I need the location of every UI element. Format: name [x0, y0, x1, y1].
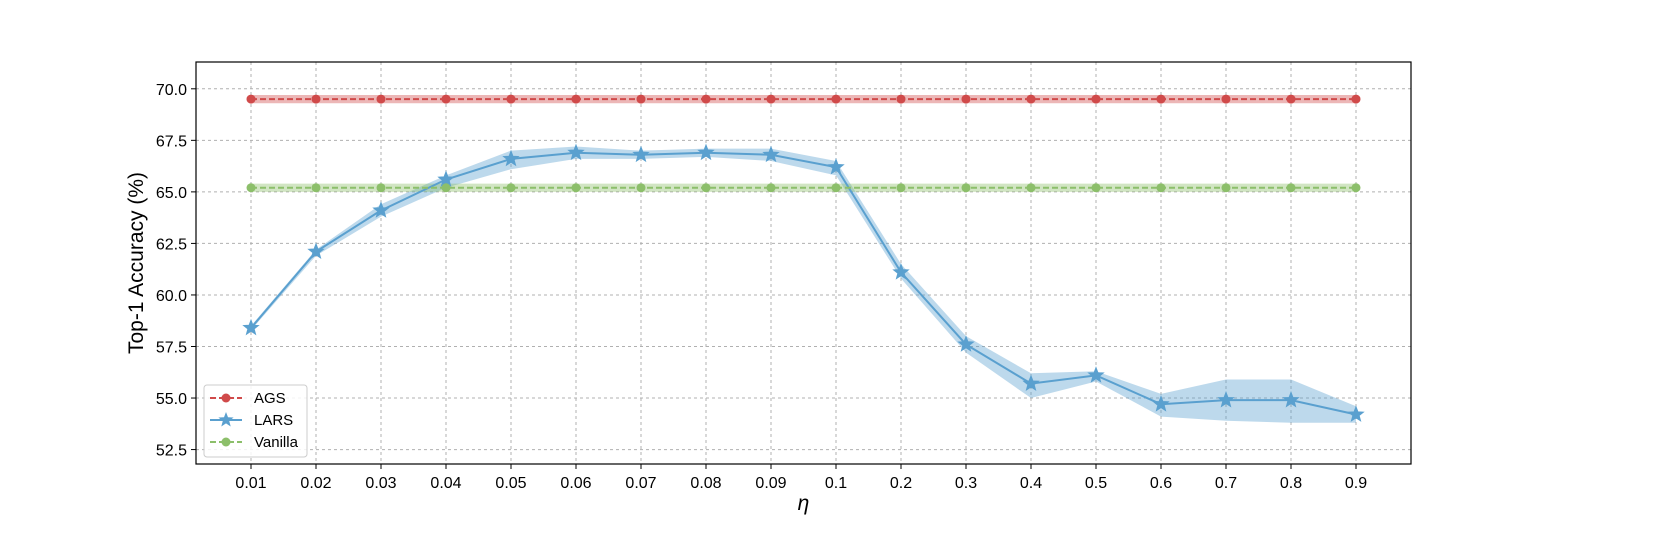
x-tick-label: 0.9 [1345, 475, 1367, 492]
point-ags [506, 94, 516, 104]
x-tick-label: 0.09 [755, 475, 786, 492]
point-lars [307, 242, 325, 260]
point-vanilla [571, 183, 581, 193]
x-tick-label: 0.6 [1150, 475, 1172, 492]
point-ags [311, 94, 321, 104]
point-vanilla [1286, 183, 1296, 193]
grid-lines [196, 62, 1411, 464]
x-tick-label: 0.8 [1280, 475, 1302, 492]
x-tick-label: 0.04 [430, 475, 461, 492]
point-vanilla [1156, 183, 1166, 193]
point-lars [1022, 374, 1040, 391]
x-tick-label: 0.01 [235, 475, 266, 492]
point-vanilla [636, 183, 646, 193]
x-tick-label: 0.4 [1020, 475, 1042, 492]
y-axis-label: Top-1 Accuracy (%) [125, 172, 148, 354]
legend-box [203, 384, 308, 458]
x-tick-label: 0.2 [890, 475, 912, 492]
point-ags [1221, 94, 1231, 104]
y-tick-label: 62.5 [156, 236, 187, 253]
point-lars [827, 158, 845, 175]
legend-label-lars: LARS [254, 412, 293, 429]
x-tick-label: 0.08 [690, 475, 721, 492]
legend-marker-ags [221, 393, 231, 403]
point-vanilla [896, 183, 906, 193]
legend-label-vanilla: Vanilla [254, 434, 299, 451]
band-lars [251, 146, 1356, 423]
point-ags [961, 94, 971, 104]
point-lars [957, 335, 975, 352]
point-ags [1026, 94, 1036, 104]
point-lars [1347, 405, 1365, 422]
point-ags [766, 94, 776, 104]
x-tick-label: 0.05 [495, 475, 526, 492]
point-ags [246, 94, 256, 104]
point-vanilla [961, 183, 971, 193]
line-lars [250, 151, 1357, 416]
point-ags [896, 94, 906, 104]
point-lars [1152, 395, 1170, 412]
point-ags [1351, 94, 1361, 104]
point-lars [1087, 366, 1105, 383]
point-ags [1286, 94, 1296, 104]
y-axis-ticks: 52.5 55.0 57.5 60.0 62.5 65.0 67.5 70.0 [156, 82, 196, 460]
point-lars [762, 145, 780, 163]
plot-frame [195, 61, 1412, 465]
point-ags [441, 94, 451, 104]
x-tick-label: 0.03 [365, 475, 396, 492]
point-ags [831, 94, 841, 104]
x-tick-label: 0.02 [300, 475, 331, 492]
point-ags [571, 94, 581, 104]
point-lars [1217, 390, 1235, 408]
y-tick-label: 60.0 [156, 288, 187, 305]
point-vanilla [376, 183, 386, 193]
point-vanilla [1026, 183, 1036, 193]
point-lars [632, 145, 650, 163]
x-tick-label: 0.06 [560, 475, 591, 492]
x-tick-label: 0.7 [1215, 475, 1237, 492]
point-vanilla [831, 183, 841, 193]
point-lars [242, 318, 260, 336]
y-tick-label: 67.5 [156, 133, 187, 150]
point-vanilla [311, 183, 321, 193]
point-lars [697, 143, 715, 161]
x-axis-label: η [798, 492, 810, 515]
point-vanilla [246, 183, 256, 193]
point-ags [701, 94, 711, 104]
point-vanilla [441, 183, 451, 193]
point-lars [372, 201, 390, 218]
legend-label-ags: AGS [254, 390, 286, 407]
point-vanilla [1091, 183, 1101, 193]
y-tick-label: 52.5 [156, 443, 187, 460]
point-vanilla [1221, 183, 1231, 193]
y-tick-label: 65.0 [156, 185, 187, 202]
point-lars [502, 149, 520, 167]
point-lars [567, 143, 585, 161]
legend-marker-lars [218, 412, 234, 427]
point-vanilla [506, 183, 516, 193]
x-axis-ticks: 0.01 0.02 0.03 0.04 0.05 0.06 0.07 0.08 0.09 0.1 0… [235, 464, 1367, 492]
point-ags [636, 94, 646, 104]
confidence-bands [251, 94, 1356, 423]
point-lars [892, 263, 910, 280]
series-lines [242, 94, 1365, 422]
legend: AGS LARS Vanilla [203, 384, 308, 458]
y-tick-label: 57.5 [156, 339, 187, 356]
legend-marker-vanilla [221, 437, 231, 447]
point-ags [1091, 94, 1101, 104]
x-tick-label: 0.1 [825, 475, 847, 492]
point-lars [1282, 390, 1300, 408]
point-ags [1156, 94, 1166, 104]
point-vanilla [766, 183, 776, 193]
y-tick-label: 70.0 [156, 82, 187, 99]
x-tick-label: 0.5 [1085, 475, 1107, 492]
point-ags [376, 94, 386, 104]
point-lars [437, 170, 455, 187]
point-vanilla [1351, 183, 1361, 193]
point-vanilla [701, 183, 711, 193]
x-tick-label: 0.3 [955, 475, 977, 492]
y-tick-label: 55.0 [156, 391, 187, 408]
x-tick-label: 0.07 [625, 475, 656, 492]
